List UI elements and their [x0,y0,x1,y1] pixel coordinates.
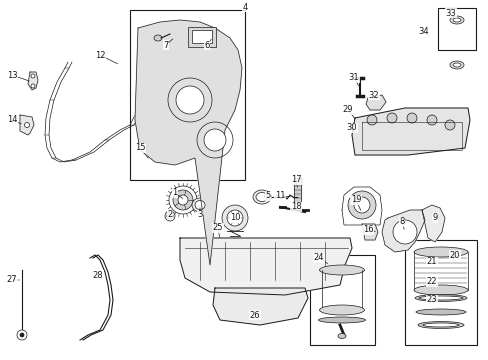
Polygon shape [365,95,385,110]
Bar [192,30,212,43]
Text: 4: 4 [242,3,247,12]
Circle shape [20,333,24,337]
Circle shape [222,205,247,231]
Circle shape [31,74,35,78]
Polygon shape [351,108,469,155]
Text: 18: 18 [290,202,301,211]
Bar [404,240,476,345]
Ellipse shape [413,247,467,257]
Circle shape [24,122,29,127]
Circle shape [444,120,454,130]
Text: 7: 7 [163,40,168,49]
Ellipse shape [256,193,267,202]
Circle shape [167,213,173,219]
Text: 2: 2 [167,211,172,220]
Text: 30: 30 [346,123,357,132]
Ellipse shape [192,198,207,212]
Text: 3: 3 [197,211,202,220]
Circle shape [426,115,436,125]
Bar [187,27,216,47]
Ellipse shape [417,321,463,328]
Polygon shape [381,210,424,252]
Text: 21: 21 [426,257,436,266]
Circle shape [173,190,193,210]
Text: 14: 14 [7,116,17,125]
Circle shape [386,113,396,123]
Ellipse shape [449,16,463,24]
Text: 22: 22 [426,278,436,287]
Text: 34: 34 [418,27,428,36]
Text: 32: 32 [368,90,379,99]
Ellipse shape [252,190,270,204]
Text: 19: 19 [350,195,361,204]
Ellipse shape [319,305,364,315]
Text: 25: 25 [212,224,223,233]
Ellipse shape [154,35,162,41]
Circle shape [169,186,197,214]
Polygon shape [421,205,444,242]
Ellipse shape [195,201,204,210]
Text: 16: 16 [362,225,372,234]
Circle shape [17,330,27,340]
Text: 26: 26 [249,310,260,320]
Circle shape [203,129,225,151]
Text: 33: 33 [445,9,455,18]
Ellipse shape [449,61,463,69]
Polygon shape [213,288,307,325]
Circle shape [176,86,203,114]
Bar [130,10,244,180]
Bar [437,8,475,50]
Circle shape [164,211,175,221]
Circle shape [347,191,375,219]
Polygon shape [20,115,34,135]
Text: 5: 5 [265,192,270,201]
Text: 29: 29 [342,105,352,114]
Circle shape [366,115,376,125]
Ellipse shape [422,323,458,327]
Circle shape [31,84,35,88]
Polygon shape [361,224,377,240]
Polygon shape [135,20,242,265]
Circle shape [353,197,369,213]
Ellipse shape [415,309,465,315]
Text: 8: 8 [399,217,404,226]
Text: 28: 28 [93,270,103,279]
Text: 11: 11 [274,192,285,201]
Ellipse shape [318,317,365,323]
Text: 27: 27 [7,275,17,284]
Text: 23: 23 [426,296,436,305]
Text: 12: 12 [95,50,105,59]
Ellipse shape [414,294,466,301]
Text: 24: 24 [313,253,324,262]
Text: 15: 15 [135,144,145,153]
Polygon shape [28,72,38,90]
Text: 17: 17 [290,175,301,184]
Text: 1: 1 [172,189,177,198]
Text: 31: 31 [348,73,359,82]
Text: 20: 20 [449,251,459,260]
Ellipse shape [319,265,364,275]
Text: 6: 6 [204,40,209,49]
Text: 9: 9 [431,213,437,222]
Circle shape [226,210,243,226]
Circle shape [406,113,416,123]
Ellipse shape [452,63,460,67]
Ellipse shape [418,296,462,300]
Circle shape [392,220,416,244]
Polygon shape [293,178,301,203]
Bar [309,255,374,345]
Polygon shape [180,238,351,295]
Ellipse shape [413,285,467,295]
Text: 13: 13 [7,71,17,80]
Ellipse shape [452,18,460,22]
Circle shape [178,195,187,205]
Ellipse shape [337,333,346,338]
Text: 10: 10 [229,213,240,222]
